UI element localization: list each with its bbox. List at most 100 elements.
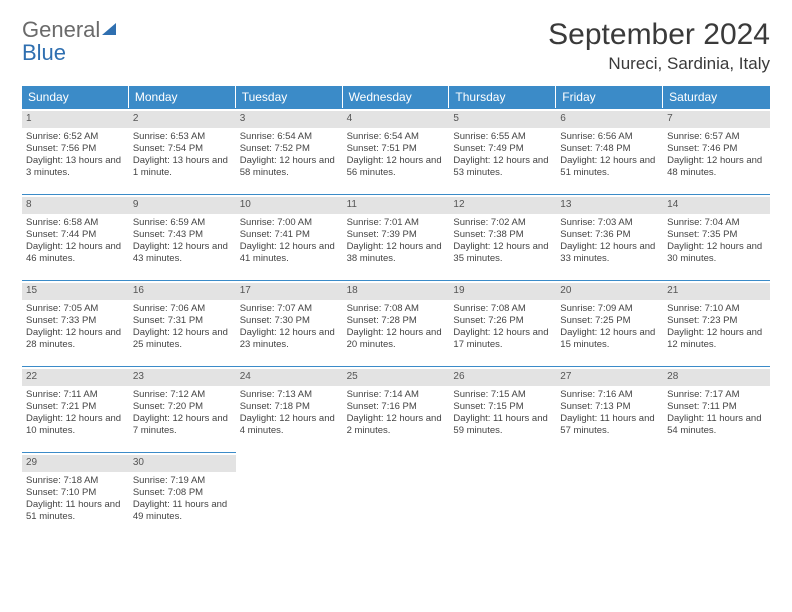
daylight-text: Daylight: 11 hours and 49 minutes. xyxy=(133,499,232,523)
daylight-text: Daylight: 12 hours and 58 minutes. xyxy=(240,155,339,179)
day-number: 28 xyxy=(663,369,770,386)
day-number: 1 xyxy=(22,111,129,128)
sunset-text: Sunset: 7:15 PM xyxy=(453,401,552,413)
sunset-text: Sunset: 7:31 PM xyxy=(133,315,232,327)
calendar-header-row: Sunday Monday Tuesday Wednesday Thursday… xyxy=(22,86,770,108)
calendar-cell: 20Sunrise: 7:09 AMSunset: 7:25 PMDayligh… xyxy=(556,280,663,366)
day-number: 8 xyxy=(22,197,129,214)
sunset-text: Sunset: 7:44 PM xyxy=(26,229,125,241)
sunset-text: Sunset: 7:35 PM xyxy=(667,229,766,241)
daylight-text: Daylight: 13 hours and 3 minutes. xyxy=(26,155,125,179)
calendar-cell xyxy=(556,452,663,538)
sunset-text: Sunset: 7:30 PM xyxy=(240,315,339,327)
weekday-header: Wednesday xyxy=(343,86,450,108)
sunrise-text: Sunrise: 6:57 AM xyxy=(667,131,766,143)
sunset-text: Sunset: 7:49 PM xyxy=(453,143,552,155)
daylight-text: Daylight: 12 hours and 4 minutes. xyxy=(240,413,339,437)
daylight-text: Daylight: 12 hours and 43 minutes. xyxy=(133,241,232,265)
title-block: September 2024 Nureci, Sardinia, Italy xyxy=(548,18,770,74)
sunrise-text: Sunrise: 6:59 AM xyxy=(133,217,232,229)
sunrise-text: Sunrise: 7:08 AM xyxy=(453,303,552,315)
sunset-text: Sunset: 7:13 PM xyxy=(560,401,659,413)
sunrise-text: Sunrise: 7:02 AM xyxy=(453,217,552,229)
sunrise-text: Sunrise: 7:03 AM xyxy=(560,217,659,229)
day-number: 6 xyxy=(556,111,663,128)
daylight-text: Daylight: 12 hours and 53 minutes. xyxy=(453,155,552,179)
calendar-cell: 12Sunrise: 7:02 AMSunset: 7:38 PMDayligh… xyxy=(449,194,556,280)
day-number: 19 xyxy=(449,283,556,300)
day-number: 3 xyxy=(236,111,343,128)
calendar-body: 1Sunrise: 6:52 AMSunset: 7:56 PMDaylight… xyxy=(22,108,770,538)
sunset-text: Sunset: 7:46 PM xyxy=(667,143,766,155)
day-number: 16 xyxy=(129,283,236,300)
sunrise-text: Sunrise: 7:07 AM xyxy=(240,303,339,315)
header: General Blue September 2024 Nureci, Sard… xyxy=(22,18,770,74)
sunset-text: Sunset: 7:28 PM xyxy=(347,315,446,327)
sunrise-text: Sunrise: 7:09 AM xyxy=(560,303,659,315)
sunset-text: Sunset: 7:41 PM xyxy=(240,229,339,241)
day-number: 25 xyxy=(343,369,450,386)
calendar-cell: 7 Sunrise: 6:57 AMSunset: 7:46 PMDaylight… xyxy=(663,108,770,194)
daylight-text: Daylight: 12 hours and 23 minutes. xyxy=(240,327,339,351)
sunset-text: Sunset: 7:21 PM xyxy=(26,401,125,413)
day-number: 23 xyxy=(129,369,236,386)
sunset-text: Sunset: 7:23 PM xyxy=(667,315,766,327)
calendar-cell: 22Sunrise: 7:11 AMSunset: 7:21 PMDayligh… xyxy=(22,366,129,452)
weekday-header: Sunday xyxy=(22,86,129,108)
calendar-cell: 1Sunrise: 6:52 AMSunset: 7:56 PMDaylight… xyxy=(22,108,129,194)
sunset-text: Sunset: 7:18 PM xyxy=(240,401,339,413)
sunrise-text: Sunrise: 7:00 AM xyxy=(240,217,339,229)
calendar-cell: 4Sunrise: 6:54 AMSunset: 7:51 PMDaylight… xyxy=(343,108,450,194)
daylight-text: Daylight: 12 hours and 41 minutes. xyxy=(240,241,339,265)
day-number: 2 xyxy=(129,111,236,128)
calendar-cell xyxy=(663,452,770,538)
sunset-text: Sunset: 7:33 PM xyxy=(26,315,125,327)
logo: General Blue xyxy=(22,18,120,64)
daylight-text: Daylight: 12 hours and 12 minutes. xyxy=(667,327,766,351)
sunset-text: Sunset: 7:54 PM xyxy=(133,143,232,155)
sunrise-text: Sunrise: 7:08 AM xyxy=(347,303,446,315)
daylight-text: Daylight: 12 hours and 15 minutes. xyxy=(560,327,659,351)
sunrise-text: Sunrise: 7:18 AM xyxy=(26,475,125,487)
calendar-cell: 5Sunrise: 6:55 AMSunset: 7:49 PMDaylight… xyxy=(449,108,556,194)
sunset-text: Sunset: 7:16 PM xyxy=(347,401,446,413)
day-number: 11 xyxy=(343,197,450,214)
sunrise-text: Sunrise: 7:13 AM xyxy=(240,389,339,401)
day-number: 20 xyxy=(556,283,663,300)
daylight-text: Daylight: 12 hours and 17 minutes. xyxy=(453,327,552,351)
page-subtitle: Nureci, Sardinia, Italy xyxy=(548,54,770,74)
calendar-cell: 6Sunrise: 6:56 AMSunset: 7:48 PMDaylight… xyxy=(556,108,663,194)
calendar-cell: 11Sunrise: 7:01 AMSunset: 7:39 PMDayligh… xyxy=(343,194,450,280)
daylight-text: Daylight: 12 hours and 48 minutes. xyxy=(667,155,766,179)
sunset-text: Sunset: 7:56 PM xyxy=(26,143,125,155)
day-number: 30 xyxy=(129,455,236,472)
calendar-cell: 24Sunrise: 7:13 AMSunset: 7:18 PMDayligh… xyxy=(236,366,343,452)
logo-sail-icon xyxy=(100,18,120,41)
weekday-header: Friday xyxy=(556,86,663,108)
daylight-text: Daylight: 12 hours and 35 minutes. xyxy=(453,241,552,265)
calendar-cell: 23Sunrise: 7:12 AMSunset: 7:20 PMDayligh… xyxy=(129,366,236,452)
sunrise-text: Sunrise: 7:04 AM xyxy=(667,217,766,229)
sunset-text: Sunset: 7:11 PM xyxy=(667,401,766,413)
daylight-text: Daylight: 12 hours and 28 minutes. xyxy=(26,327,125,351)
sunrise-text: Sunrise: 6:54 AM xyxy=(240,131,339,143)
day-number: 7 xyxy=(663,111,770,128)
weekday-header: Monday xyxy=(129,86,236,108)
sunrise-text: Sunrise: 7:05 AM xyxy=(26,303,125,315)
day-number: 26 xyxy=(449,369,556,386)
calendar-cell: 27Sunrise: 7:16 AMSunset: 7:13 PMDayligh… xyxy=(556,366,663,452)
sunset-text: Sunset: 7:39 PM xyxy=(347,229,446,241)
sunrise-text: Sunrise: 7:10 AM xyxy=(667,303,766,315)
sunrise-text: Sunrise: 6:55 AM xyxy=(453,131,552,143)
weekday-header: Thursday xyxy=(449,86,556,108)
calendar-cell: 16Sunrise: 7:06 AMSunset: 7:31 PMDayligh… xyxy=(129,280,236,366)
sunrise-text: Sunrise: 6:53 AM xyxy=(133,131,232,143)
calendar: Sunday Monday Tuesday Wednesday Thursday… xyxy=(22,86,770,538)
day-number: 29 xyxy=(22,455,129,472)
sunset-text: Sunset: 7:48 PM xyxy=(560,143,659,155)
day-number: 21 xyxy=(663,283,770,300)
sunset-text: Sunset: 7:26 PM xyxy=(453,315,552,327)
daylight-text: Daylight: 12 hours and 30 minutes. xyxy=(667,241,766,265)
calendar-cell xyxy=(343,452,450,538)
sunset-text: Sunset: 7:51 PM xyxy=(347,143,446,155)
